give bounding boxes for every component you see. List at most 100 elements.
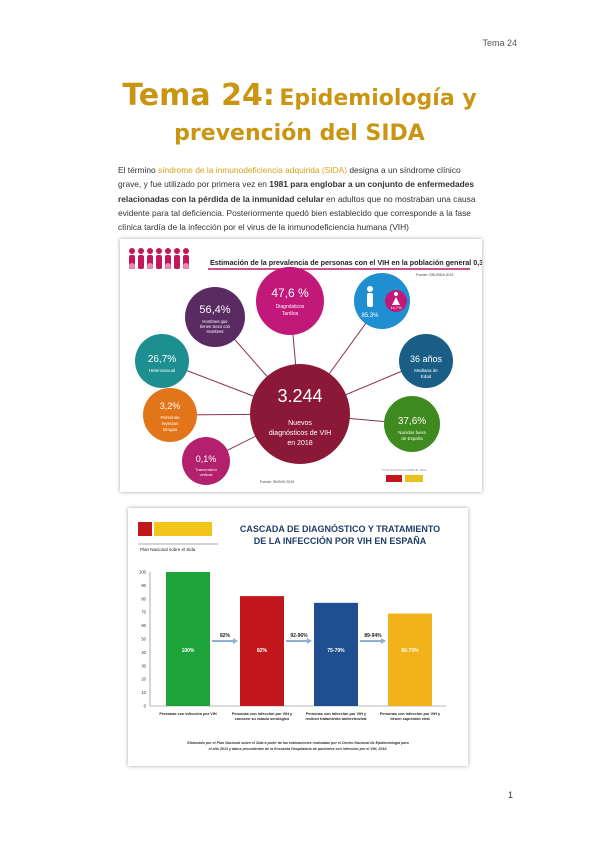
footer-small: PLAN NACIONAL SOBRE EL SIDA (382, 468, 426, 472)
category-label: Personas con infección por VIH y (380, 712, 441, 716)
hetero-value: 26,7% (148, 354, 176, 365)
idu-l2: Inyectan (161, 421, 179, 426)
govt-shield-icon (138, 522, 152, 536)
category-labels: Personas con infección por VIH Personas c… (159, 712, 441, 721)
category-label: tienen supresión viral (390, 717, 429, 721)
y-tick-label: 0 (144, 704, 147, 709)
transition-label: 82% (220, 633, 231, 639)
abroad-l2: de España (401, 436, 423, 441)
cascade-svg: Plan Nacional sobre el Sida CASCADA DE D… (138, 522, 446, 751)
msm-l2: tienen Sexo con (200, 324, 231, 329)
y-tick-label: 10 (141, 690, 146, 695)
people-icon (129, 248, 189, 269)
late-dx-l2: Tardíos (282, 311, 299, 317)
y-tick-label: 80 (141, 596, 146, 601)
y-tick-label: 90 (141, 583, 146, 588)
vertical-l2: vertical (200, 472, 213, 477)
para-s5: en adultos que no mostraban una causa ev… (118, 193, 476, 233)
male-pct: 85,3% (361, 313, 379, 319)
arrow-head-icon (233, 638, 238, 644)
y-tick-label: 50 (141, 637, 146, 642)
bars: 100% 82% 75-79% 66-73% (166, 572, 432, 706)
y-tick-label: 60 (141, 623, 146, 628)
intro-paragraph: El término síndrome de la inmunodeficien… (118, 163, 486, 234)
category-label: Personas con infección por VIH (159, 712, 216, 716)
chart-title-line1: CASCADA DE DIAGNÓSTICO Y TRATAMIENTO (240, 523, 440, 534)
title-part1: Tema 24: (122, 78, 275, 113)
late-dx-value: 47,6 % (271, 286, 309, 300)
age-l2: Edad (421, 374, 432, 379)
transition-label: 92-96% (290, 633, 308, 639)
male-icon (367, 286, 373, 307)
para-s1: El término (118, 165, 159, 175)
abroad-circle (384, 396, 440, 452)
page-title: Tema 24: Epidemiología y prevención del … (0, 78, 599, 152)
source-top: Fuente: ONUSIDA 2019 (416, 273, 453, 277)
female-pct: 14,7% (390, 305, 402, 310)
para-s3: designa a un síndrome clínico grave, y f… (118, 165, 461, 190)
vertical-value: 0,1% (196, 454, 217, 464)
age-value: 36 años (410, 354, 443, 364)
female-icon (392, 292, 400, 305)
idu-circle (143, 388, 197, 442)
y-tick-label: 100 (139, 570, 147, 575)
hetero-circle (135, 334, 189, 388)
msm-value: 56,4% (199, 304, 230, 316)
title-part2: Epidemiología y (279, 86, 477, 111)
category-label: reciben tratamiento antirretroviral (306, 717, 367, 721)
center-value: 3.244 (277, 386, 322, 406)
hiv-infographic: Estimación de la prevalencia de personas… (120, 239, 490, 492)
transition-label: 89-94% (364, 633, 382, 639)
bar-label: 82% (257, 648, 268, 654)
vertical-l1: Transmisión (195, 467, 217, 472)
late-dx-circle (256, 267, 324, 335)
bar (388, 613, 432, 706)
bar-label: 75-79% (327, 648, 345, 654)
cascade-chart: Plan Nacional sobre el Sida CASCADA DE D… (128, 508, 468, 766)
age-l1: Mediana de (414, 368, 438, 373)
category-label: Personas con infección por VIH y (306, 712, 367, 716)
arrow-head-icon (381, 638, 386, 644)
abroad-l1: Nacidos fuera (398, 430, 426, 435)
late-dx-l1: Diagnósticos (276, 304, 305, 310)
bar-label: 100% (182, 648, 195, 654)
y-tick-label: 30 (141, 663, 146, 668)
category-label: Personas con infección por VIH y (232, 712, 293, 716)
infographic-title: Estimación de la prevalencia de personas… (210, 258, 482, 267)
page-number: 1 (507, 790, 513, 800)
y-tick-label: 70 (141, 610, 146, 615)
y-tick-label: 40 (141, 650, 146, 655)
bar (314, 602, 358, 706)
govt-logo (386, 475, 402, 482)
bar (240, 596, 284, 706)
chart-brand: Plan Nacional sobre el Sida (140, 547, 196, 552)
running-header: Tema 24 (482, 38, 517, 48)
ministry-logo (405, 475, 423, 482)
source-bottom: Fuente: SINIVIH 2019 (260, 480, 294, 484)
para-highlight: síndrome de la inmunodeficiencia adquiri… (158, 165, 348, 175)
category-label: conocen su estado serológico (235, 717, 290, 721)
chart-note-line1: Elaborado por el Plan Nacional sobre el … (187, 741, 408, 745)
vertical-circle (182, 437, 230, 485)
chart-note-line2: el año 2013 y datos procedentes de la En… (209, 747, 388, 751)
center-line1: Nuevos (288, 420, 312, 427)
idu-l1: Personas (160, 415, 180, 420)
idu-value: 3,2% (160, 401, 181, 411)
abroad-value: 37,6% (398, 416, 426, 427)
infographic-svg: Estimación de la prevalencia de personas… (129, 248, 490, 485)
center-circle (250, 364, 350, 464)
center-line3: en 2018 (287, 440, 312, 447)
transition-arrows: 82% 92-96% 89-94% (212, 633, 386, 644)
bar-label: 66-73% (401, 648, 419, 654)
msm-l3: Hombres (207, 329, 224, 334)
idu-l3: Drogas (163, 427, 178, 432)
para-bold: 1981 para englobar a un conjunto de enfe… (118, 179, 475, 204)
msm-circle (185, 287, 245, 347)
center-line2: diagnósticos de VIH (269, 430, 331, 437)
age-circle (399, 334, 453, 388)
arrow-head-icon (307, 638, 312, 644)
hetero-l1: Heterosexual (149, 368, 176, 373)
ministry-logo (154, 522, 212, 536)
msm-l1: Hombres que (202, 319, 228, 324)
bar (166, 572, 210, 706)
